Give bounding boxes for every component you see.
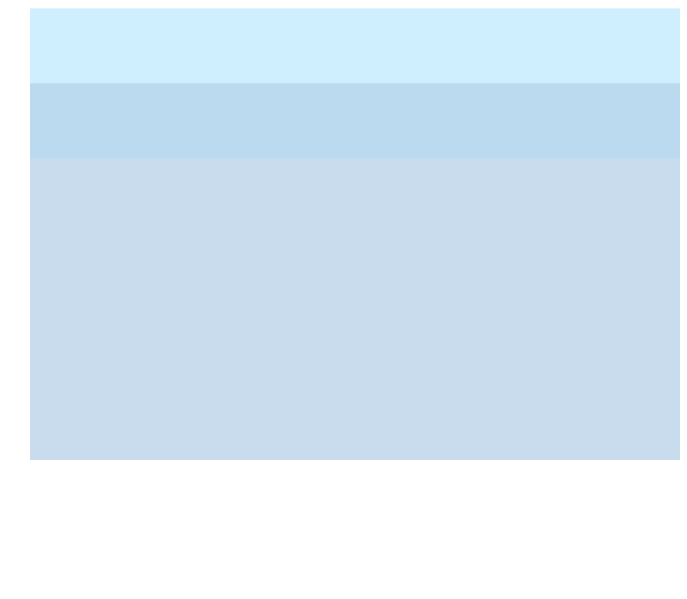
clear-band — [30, 8, 680, 83]
partly-band — [30, 83, 680, 158]
